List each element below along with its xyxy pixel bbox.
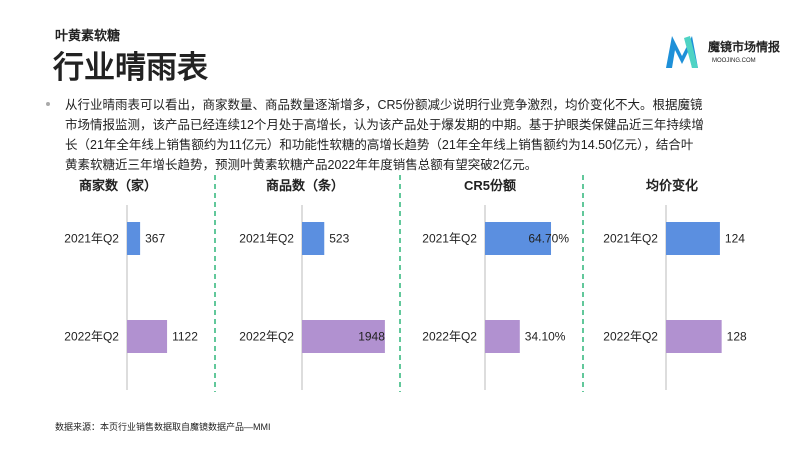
value-label: 64.70% — [528, 232, 569, 246]
logo-name: 魔镜市场情报 — [708, 39, 780, 54]
value-label: 124 — [725, 232, 745, 246]
category-label: 2022年Q2 — [422, 330, 477, 344]
chart-title: 商家数（家） — [79, 178, 157, 193]
bar — [666, 320, 722, 353]
bar — [666, 222, 720, 255]
body-line: 黄素软糖近三年增长趋势，预测叶黄素软糖产品2022年年度销售总额有望突破2亿元。 — [65, 157, 537, 172]
category-label: 2021年Q2 — [603, 232, 658, 246]
category-label: 2022年Q2 — [603, 330, 658, 344]
chart-title: CR5份额 — [464, 178, 516, 193]
category-label: 2022年Q2 — [239, 330, 294, 344]
body-text: 从行业晴雨表可以看出，商家数量、商品数量逐渐增多，CR5份额减少说明行业竞争激烈… — [65, 97, 704, 172]
bar — [127, 320, 168, 353]
body-line: 市场情报监测，该产品已经连续12个月处于高增长，认为该产品处于爆发期的中期。基于… — [65, 117, 704, 132]
body-line: 长（21年全年线上销售额约为11亿元）和功能性软糖的高增长趋势（21年全年线上销… — [65, 137, 694, 152]
subtitle: 叶黄素软糖 — [55, 28, 120, 43]
body-line: 从行业晴雨表可以看出，商家数量、商品数量逐渐增多，CR5份额减少说明行业竞争激烈… — [65, 97, 703, 112]
bullet — [46, 102, 50, 106]
bar — [485, 222, 552, 255]
chart-title: 均价变化 — [646, 178, 698, 193]
value-label: 1948 — [358, 330, 385, 344]
category-label: 2021年Q2 — [64, 232, 119, 246]
bar — [302, 222, 325, 255]
value-label: 128 — [727, 330, 747, 344]
chart-title: 商品数（条） — [266, 178, 344, 193]
value-label: 523 — [329, 232, 349, 246]
bar — [485, 320, 520, 353]
value-label: 367 — [145, 232, 165, 246]
source: 数据来源：本页行业销售数据取自魔镜数据产品—MMI — [55, 421, 271, 432]
logo: 魔镜市场情报 MOOJING.COM — [666, 36, 780, 68]
title: 行业晴雨表 — [52, 50, 208, 85]
bar — [302, 320, 385, 353]
category-label: 2021年Q2 — [239, 232, 294, 246]
value-label: 1122 — [172, 330, 198, 344]
value-label: 34.10% — [525, 330, 566, 344]
bar — [127, 222, 141, 255]
logo-url: MOOJING.COM — [712, 58, 756, 64]
logo-mark-accent — [684, 36, 698, 68]
category-label: 2022年Q2 — [64, 330, 119, 344]
category-label: 2021年Q2 — [422, 232, 477, 246]
